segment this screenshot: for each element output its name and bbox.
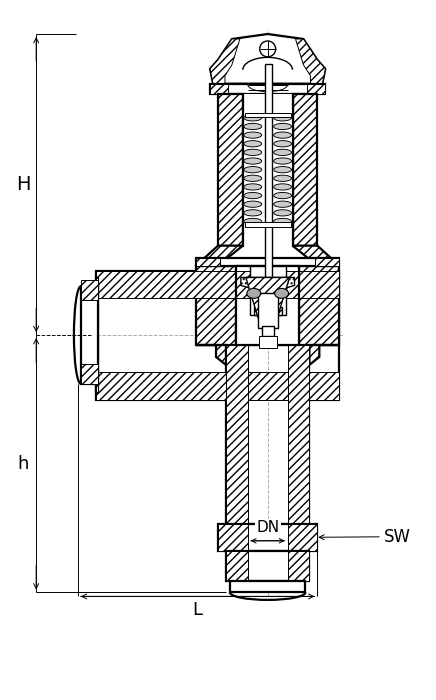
Bar bbox=[243, 94, 293, 246]
Bar bbox=[250, 265, 286, 315]
Bar bbox=[96, 279, 98, 298]
Bar bbox=[196, 258, 220, 265]
Text: L: L bbox=[193, 601, 203, 620]
Ellipse shape bbox=[274, 201, 292, 207]
Bar bbox=[81, 281, 98, 300]
Bar bbox=[254, 307, 282, 315]
Bar bbox=[258, 293, 278, 328]
Bar bbox=[288, 551, 310, 580]
Bar bbox=[288, 345, 310, 524]
Ellipse shape bbox=[244, 193, 262, 199]
Ellipse shape bbox=[247, 288, 261, 298]
Ellipse shape bbox=[274, 184, 292, 190]
Bar bbox=[218, 524, 317, 551]
Ellipse shape bbox=[244, 218, 262, 225]
Bar bbox=[96, 372, 98, 392]
Bar bbox=[196, 258, 339, 265]
Bar bbox=[210, 84, 228, 94]
Ellipse shape bbox=[274, 218, 292, 225]
Bar bbox=[226, 551, 310, 580]
Ellipse shape bbox=[244, 201, 262, 207]
Polygon shape bbox=[310, 345, 339, 365]
Ellipse shape bbox=[244, 175, 262, 181]
Bar bbox=[210, 84, 325, 94]
Bar bbox=[230, 580, 306, 592]
Polygon shape bbox=[241, 277, 294, 303]
Ellipse shape bbox=[274, 123, 292, 130]
Bar bbox=[265, 64, 272, 326]
Ellipse shape bbox=[244, 184, 262, 190]
Ellipse shape bbox=[274, 132, 292, 138]
Text: h: h bbox=[17, 455, 29, 472]
Text: H: H bbox=[16, 175, 31, 194]
Ellipse shape bbox=[244, 115, 262, 121]
Bar bbox=[96, 270, 339, 400]
Ellipse shape bbox=[274, 167, 292, 173]
Bar bbox=[96, 270, 339, 298]
Bar bbox=[236, 265, 300, 345]
Bar bbox=[218, 524, 248, 551]
Polygon shape bbox=[293, 246, 339, 265]
Text: SW: SW bbox=[384, 528, 411, 546]
Bar bbox=[259, 336, 276, 348]
Bar bbox=[81, 286, 98, 384]
Ellipse shape bbox=[274, 193, 292, 199]
Bar bbox=[236, 265, 300, 345]
Polygon shape bbox=[196, 345, 226, 365]
Ellipse shape bbox=[274, 115, 292, 121]
Ellipse shape bbox=[244, 132, 262, 138]
Ellipse shape bbox=[244, 149, 262, 155]
Bar bbox=[81, 364, 98, 384]
Ellipse shape bbox=[244, 141, 262, 147]
Ellipse shape bbox=[275, 288, 289, 298]
Bar bbox=[226, 551, 248, 580]
Ellipse shape bbox=[244, 123, 262, 130]
Bar bbox=[293, 94, 317, 246]
Ellipse shape bbox=[274, 141, 292, 147]
Bar bbox=[96, 279, 98, 392]
Bar bbox=[226, 345, 310, 524]
Bar bbox=[288, 524, 317, 551]
Ellipse shape bbox=[274, 210, 292, 216]
Text: DN: DN bbox=[256, 520, 279, 536]
Bar bbox=[300, 265, 339, 345]
Circle shape bbox=[260, 41, 276, 57]
Bar bbox=[315, 258, 339, 265]
Polygon shape bbox=[246, 277, 290, 323]
Polygon shape bbox=[296, 39, 325, 84]
Bar bbox=[226, 345, 248, 524]
Bar bbox=[307, 84, 325, 94]
Ellipse shape bbox=[274, 175, 292, 181]
Ellipse shape bbox=[244, 158, 262, 164]
Bar bbox=[196, 265, 236, 345]
Bar bbox=[262, 326, 274, 336]
Ellipse shape bbox=[274, 149, 292, 155]
Bar bbox=[245, 222, 290, 227]
Bar bbox=[218, 94, 243, 246]
Ellipse shape bbox=[244, 167, 262, 173]
Ellipse shape bbox=[274, 158, 292, 164]
Polygon shape bbox=[196, 246, 243, 265]
Bar bbox=[245, 113, 290, 118]
Polygon shape bbox=[210, 34, 325, 84]
Polygon shape bbox=[210, 39, 240, 84]
Bar bbox=[96, 372, 339, 400]
Ellipse shape bbox=[244, 210, 262, 216]
